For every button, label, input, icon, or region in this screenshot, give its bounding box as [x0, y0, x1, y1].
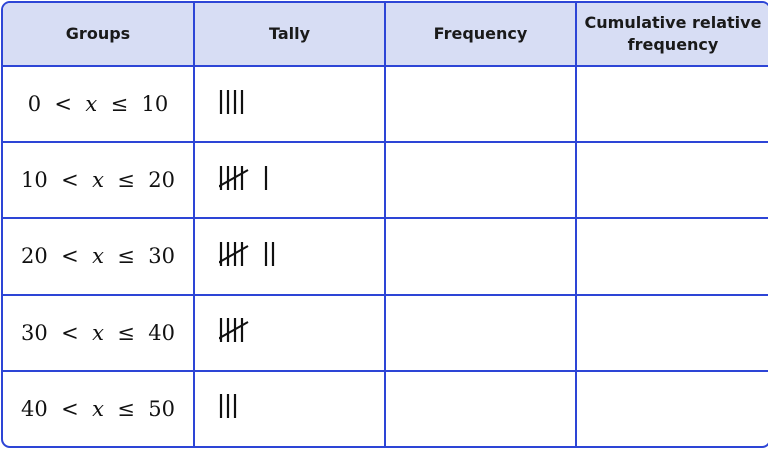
header-row: Groups Tally Frequency Cumulative relati…: [3, 3, 768, 67]
header-frequency: Frequency: [386, 3, 577, 67]
cumulative-relative-frequency-cell[interactable]: [577, 372, 768, 446]
frequency-cell[interactable]: [386, 143, 577, 220]
frequency-cell[interactable]: [386, 67, 577, 144]
group-cell: 40 < x ≤ 50: [3, 371, 195, 446]
group-cell: 20 < x ≤ 30: [3, 219, 195, 296]
header-tally: Tally: [195, 3, 386, 67]
table-row: 0 < x ≤ 10: [3, 67, 768, 144]
tally-marks: [215, 318, 249, 343]
group-cell: 30 < x ≤ 40: [3, 295, 195, 372]
cumulative-relative-frequency-cell[interactable]: [577, 296, 768, 372]
cumulative-relative-frequency-cell[interactable]: [577, 143, 768, 220]
tally-cross-stroke: [215, 168, 249, 189]
header-groups: Groups: [3, 3, 195, 67]
cumulative-relative-frequency-cell[interactable]: [577, 67, 768, 144]
tally-cross-stroke: [215, 321, 249, 342]
table-row: 20 < x ≤ 30: [3, 219, 768, 296]
frequency-cell[interactable]: [386, 371, 577, 446]
cumulative-relative-frequency-cell[interactable]: [577, 219, 768, 296]
tally-cell: [195, 371, 386, 446]
frequency-cell[interactable]: [386, 219, 577, 296]
header-cumulative-relative-frequency: Cumulative relative frequency: [577, 3, 768, 67]
tally-marks: [219, 89, 244, 114]
tally-cell: [195, 67, 386, 144]
tally-marks: [215, 241, 275, 266]
frequency-cell[interactable]: [386, 295, 577, 372]
tally-marks: [219, 394, 237, 419]
tally-cell: [195, 143, 386, 220]
tally-cross-stroke: [215, 245, 249, 265]
table-row: 30 < x ≤ 40: [3, 295, 768, 372]
group-cell: 10 < x ≤ 20: [3, 143, 195, 220]
tally-cell: [195, 295, 386, 372]
table-row: 40 < x ≤ 50: [3, 371, 768, 446]
tally-marks: [215, 165, 268, 190]
group-cell: 0 < x ≤ 10: [3, 67, 195, 144]
table-row: 10 < x ≤ 20: [3, 143, 768, 220]
tally-cell: [195, 219, 386, 296]
